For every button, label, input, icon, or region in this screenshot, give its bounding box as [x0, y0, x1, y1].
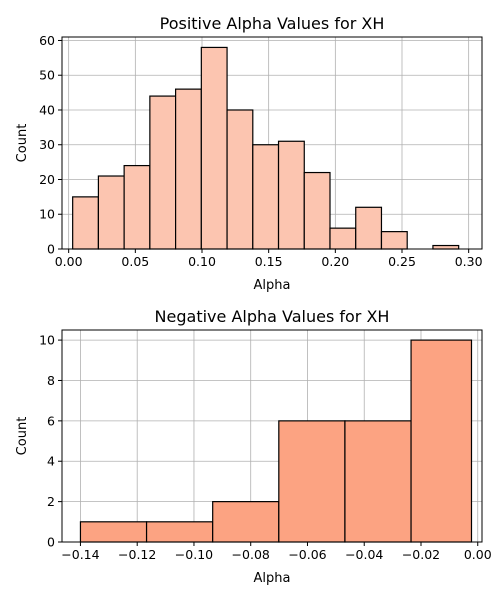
y-tick-label: 2: [47, 494, 55, 509]
chart-2: −0.14 −0.12 −0.10 −0.08 −0.06 −0.04 −0.02 0.00 0…: [15, 307, 492, 586]
histogram-bar: [212, 501, 280, 543]
histogram-bar: [149, 95, 177, 250]
histogram-bar: [329, 227, 357, 250]
y-tick-label: 4: [47, 454, 55, 469]
x-tick-label: −0.12: [118, 547, 156, 562]
x-tick-label: 0.25: [388, 254, 416, 269]
histogram-bar: [410, 339, 473, 543]
histogram-bar: [252, 144, 280, 250]
axes-frame: [61, 36, 483, 250]
y-tick-label: 30: [39, 137, 55, 152]
histogram-bar: [226, 109, 254, 250]
y-tick-label: 0: [47, 242, 55, 257]
histogram-bar: [355, 206, 383, 250]
histogram-bar: [72, 196, 99, 250]
x-tick-label: 0.20: [321, 254, 349, 269]
y-tick-label: 40: [39, 102, 55, 117]
y-tick-label: 10: [39, 207, 55, 222]
y-tick-label: 0: [47, 535, 55, 550]
y-tick-label: 8: [47, 373, 55, 388]
histogram-bar: [97, 175, 125, 250]
histogram-bar: [145, 521, 214, 543]
histogram-bar: [175, 88, 202, 250]
chart-title: Negative Alpha Values for XH: [155, 307, 390, 326]
histogram-bar: [303, 171, 331, 250]
x-tick-label: −0.02: [402, 547, 440, 562]
x-tick-label: −0.08: [232, 547, 270, 562]
x-tick-label: 0.00: [55, 254, 83, 269]
x-tick-label: −0.04: [345, 547, 383, 562]
histogram-bar: [380, 231, 408, 250]
histogram-bar: [200, 46, 228, 250]
histogram-bar: [344, 420, 412, 543]
x-axis-label: Alpha: [254, 571, 291, 586]
chart-title: Positive Alpha Values for XH: [160, 14, 385, 33]
axes-frame: [61, 329, 483, 543]
x-tick-label: 0.15: [255, 254, 283, 269]
y-tick-label: 6: [47, 413, 55, 428]
x-tick-label: −0.14: [61, 547, 99, 562]
x-tick-label: 0.05: [121, 254, 149, 269]
y-tick-label: 10: [39, 333, 55, 348]
x-tick-label: −0.06: [288, 547, 326, 562]
chart-1: 0.00 0.05 0.10 0.15 0.20 0.25 0.30 0 10 20 30 40 50 6…: [15, 14, 483, 293]
histogram-bar: [277, 140, 305, 250]
y-axis-label: Count: [15, 124, 30, 163]
x-tick-label: 0.10: [188, 254, 216, 269]
y-tick-label: 60: [39, 33, 55, 48]
x-tick-label: 0.30: [455, 254, 483, 269]
x-axis-label: Alpha: [254, 278, 291, 293]
histogram-bar: [123, 164, 151, 250]
x-tick-label: 0.00: [464, 547, 492, 562]
x-tick-label: −0.10: [175, 547, 213, 562]
histogram-bar: [432, 244, 460, 250]
histogram-bar: [79, 521, 148, 543]
y-tick-label: 50: [39, 68, 55, 83]
histogram-bar: [278, 420, 346, 543]
y-axis-label: Count: [15, 417, 30, 456]
y-tick-label: 20: [39, 172, 55, 187]
